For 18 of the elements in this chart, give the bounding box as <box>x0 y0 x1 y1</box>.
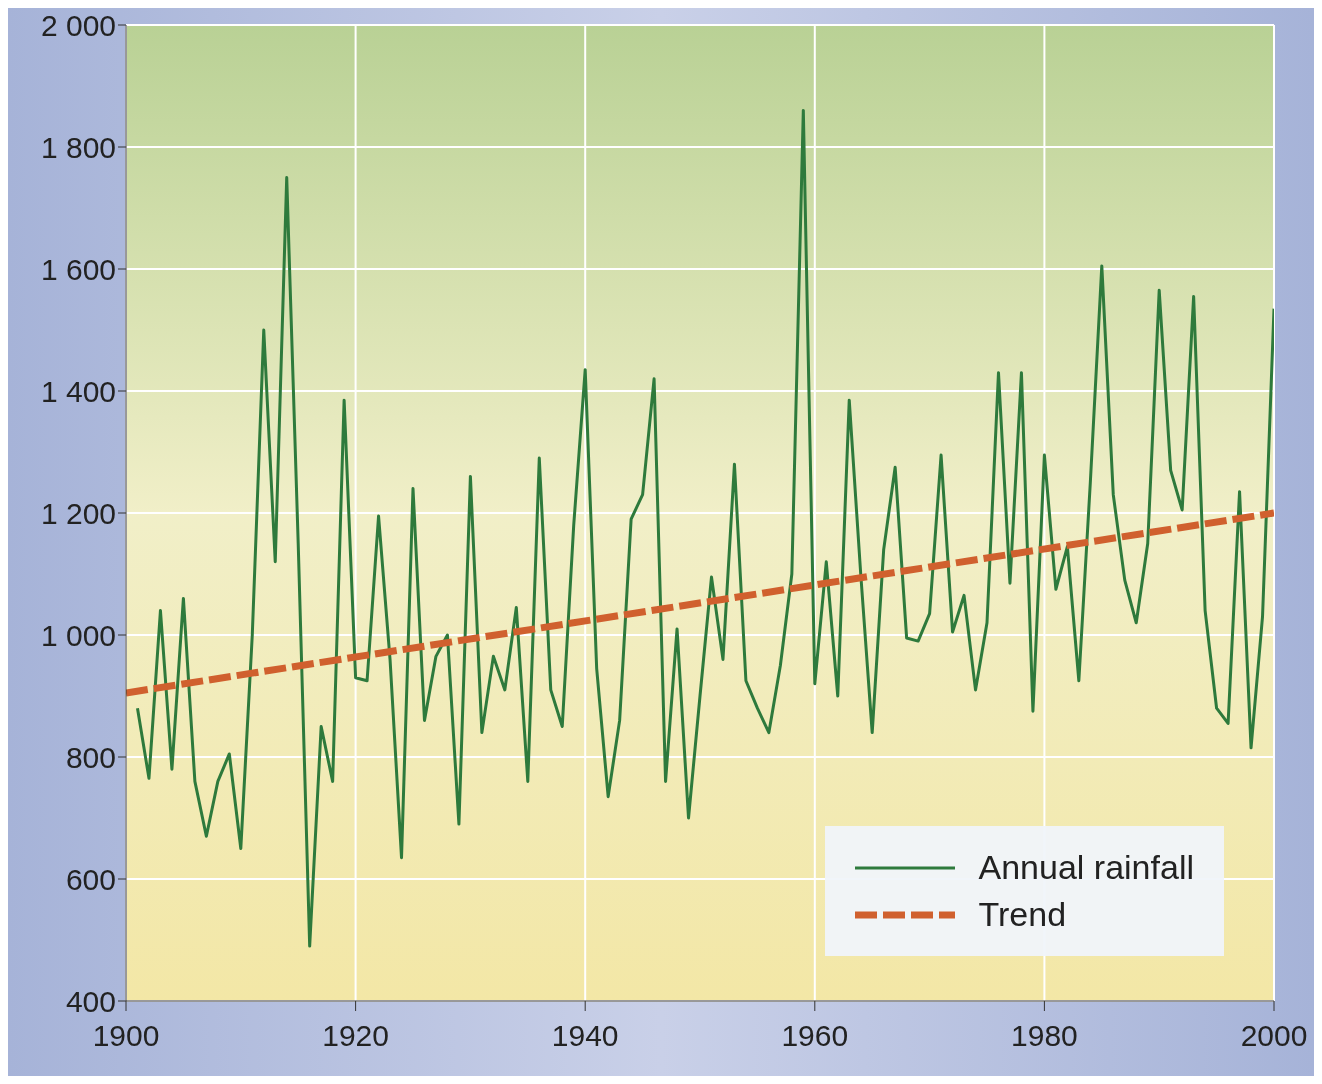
legend-label: Annual rainfall <box>978 848 1194 887</box>
x-tick-label: 1960 <box>781 1019 849 1053</box>
y-tick-label: 1 400 <box>40 374 116 408</box>
y-tick-label: 1 000 <box>40 618 116 652</box>
y-tick-label: 800 <box>65 740 116 774</box>
y-tick-label: 2 000 <box>40 8 116 42</box>
y-tick-label: 1 200 <box>40 496 116 530</box>
x-tick-label: 2000 <box>1240 1019 1308 1053</box>
y-tick-label: 1 600 <box>40 252 116 286</box>
x-tick-label: 1920 <box>322 1019 389 1053</box>
y-tick-label: 600 <box>65 862 116 896</box>
y-tick-label: 400 <box>65 984 116 1018</box>
x-tick-label: 1900 <box>92 1019 160 1053</box>
legend-label: Trend <box>978 895 1067 934</box>
y-tick-label: 1 800 <box>40 130 116 164</box>
x-tick-label: 1980 <box>1011 1019 1078 1053</box>
x-tick-label: 1940 <box>551 1019 619 1053</box>
line-series <box>135 108 1274 948</box>
